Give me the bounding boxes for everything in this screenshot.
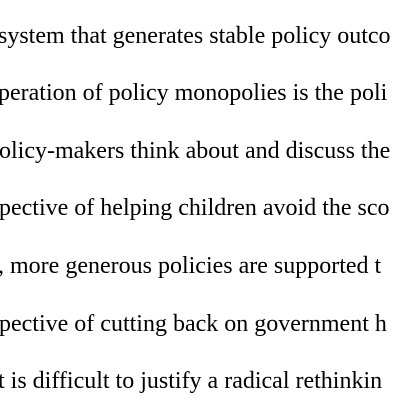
text-line-7: t is difficult to justify a radical reth… [0, 368, 383, 394]
text-line-2: peration of policy monopolies is the pol… [0, 80, 388, 106]
text-line-6: pective of cutting back on government h [0, 311, 387, 337]
text-line-1: system that generates stable policy outc… [0, 23, 391, 49]
text-line-3: olicy-makers think about and discuss the [0, 138, 391, 164]
text-line-4: pective of helping children avoid the sc… [0, 195, 390, 221]
text-line-5: , more generous policies are supported t [0, 253, 382, 279]
